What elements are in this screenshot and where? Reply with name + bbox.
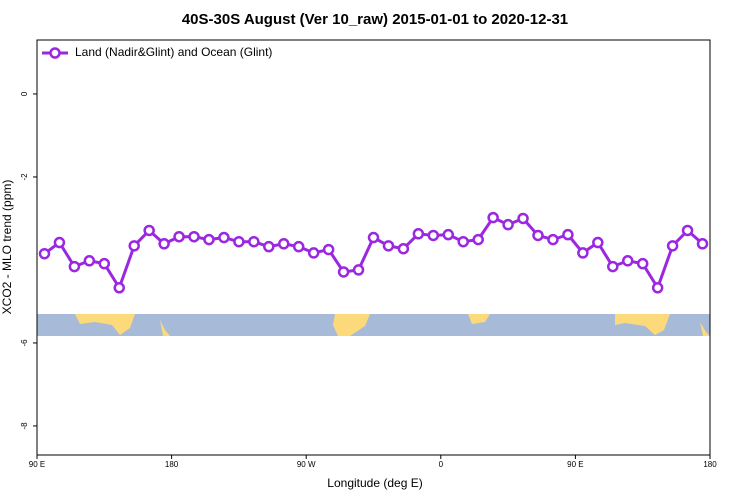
point xyxy=(367,231,380,244)
point xyxy=(457,235,469,248)
point xyxy=(83,255,96,267)
map-strip xyxy=(37,314,710,336)
point xyxy=(38,247,51,260)
point xyxy=(322,243,335,256)
point xyxy=(188,230,200,243)
x-tick-label: 180 xyxy=(165,460,179,469)
point xyxy=(696,238,709,250)
point xyxy=(427,229,440,242)
point xyxy=(607,260,619,273)
point xyxy=(636,257,649,270)
point xyxy=(397,242,410,255)
legend-label: Land (Nadir&Glint) and Ocean (Glint) xyxy=(75,45,272,59)
point xyxy=(158,238,170,250)
point xyxy=(532,229,544,242)
point xyxy=(203,233,215,246)
point xyxy=(292,240,305,253)
point xyxy=(472,233,484,246)
point xyxy=(218,231,230,244)
point xyxy=(307,247,320,259)
point xyxy=(442,228,455,241)
point xyxy=(592,236,604,249)
point xyxy=(53,236,66,249)
x-tick-label: 180 xyxy=(703,460,717,469)
legend: Land (Nadir&Glint) and Ocean (Glint) xyxy=(42,45,272,59)
series-line xyxy=(43,216,704,290)
y-tick-label: -2 xyxy=(20,173,29,181)
point xyxy=(382,240,395,252)
y-tick-label: 0 xyxy=(20,91,29,96)
point xyxy=(352,264,365,276)
point xyxy=(337,266,350,278)
point xyxy=(577,247,589,259)
point xyxy=(128,240,140,252)
x-axis-label: Longitude (deg E) xyxy=(327,476,422,490)
point xyxy=(681,224,694,237)
point xyxy=(248,235,260,248)
x-tick-label: 90 W xyxy=(297,460,316,469)
point xyxy=(233,235,245,248)
legend-marker xyxy=(49,47,61,59)
y-tick-label: -8 xyxy=(20,422,29,430)
point xyxy=(143,224,155,237)
point xyxy=(173,230,185,243)
point xyxy=(621,255,634,267)
y-tick-label: -6 xyxy=(20,339,29,347)
point xyxy=(651,282,664,294)
x-tick-label: 90 E xyxy=(567,460,583,469)
point xyxy=(263,240,275,253)
point xyxy=(68,260,81,273)
point xyxy=(562,228,574,241)
point xyxy=(517,212,529,225)
x-tick-label: 90 E xyxy=(29,460,45,469)
point xyxy=(278,238,290,250)
point xyxy=(487,211,499,224)
point xyxy=(412,228,425,240)
point xyxy=(502,218,514,231)
point xyxy=(547,233,559,246)
point xyxy=(113,282,126,294)
chart-title: 40S-30S August (Ver 10_raw) 2015-01-01 t… xyxy=(182,11,568,28)
y-axis-label: XCO2 - MLO trend (ppm) xyxy=(0,180,14,315)
x-tick-label: 0 xyxy=(439,460,444,469)
point xyxy=(666,240,679,252)
plot-frame xyxy=(36,39,711,456)
point xyxy=(98,257,111,270)
